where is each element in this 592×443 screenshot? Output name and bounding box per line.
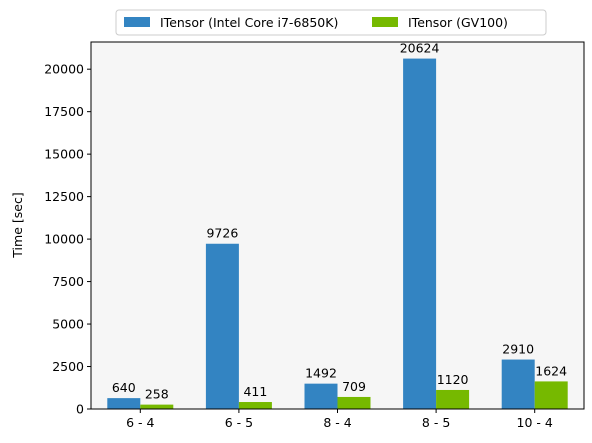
data-label-cpu-0: 640 [112,380,136,395]
data-label-cpu-1: 9726 [206,226,238,241]
bar-gpu-0 [140,404,174,409]
y-tick-label: 0 [76,402,84,417]
legend-label-cpu: ITensor (Intel Core i7-6850K) [160,15,338,30]
bar-cpu-2 [304,383,338,409]
y-tick-label: 7500 [52,274,84,289]
legend: ITensor (Intel Core i7-6850K) ITensor (GV… [115,9,547,36]
data-label-gpu-2: 709 [342,379,366,394]
y-axis-ticks: 0 2500 5000 7500 10000 12500 15000 17500 20000 [44,62,91,417]
y-tick-label: 15000 [44,147,84,162]
x-tick-label: 10 - 4 [517,415,553,430]
data-label-cpu-2: 1492 [305,366,337,381]
bar-gpu-2 [337,396,371,409]
x-tick-label: 8 - 5 [422,415,450,430]
bar-cpu-0 [107,398,141,409]
x-tick-label: 6 - 4 [126,415,154,430]
data-label-gpu-0: 258 [145,387,169,402]
x-axis-ticks: 6 - 4 6 - 5 8 - 4 8 - 5 10 - 4 [126,409,553,430]
data-labels-group: 640 9726 1492 20624 2910 258 411 709 1120 1624 [112,41,567,402]
legend-swatch-cpu [124,17,150,27]
legend-swatch-gpu [372,17,398,27]
data-label-cpu-4: 2910 [502,342,534,357]
data-label-gpu-4: 1624 [535,363,567,378]
bar-cpu-1 [205,243,239,409]
x-tick-label: 8 - 4 [323,415,351,430]
axes-border [90,41,585,410]
data-label-gpu-1: 411 [243,384,267,399]
bar-gpu-3 [436,389,470,409]
x-tick-label: 6 - 5 [225,415,253,430]
y-axis-label: Time [sec] [10,192,25,258]
legend-box [115,9,547,36]
axes-frame [90,41,585,410]
y-tick-label: 12500 [44,189,84,204]
bars-group [107,58,568,410]
y-tick-label: 2500 [52,359,84,374]
bar-cpu-4 [501,359,535,409]
data-label-gpu-3: 1120 [437,372,469,387]
y-tick-label: 17500 [44,104,84,119]
data-label-cpu-3: 20624 [400,41,440,56]
bar-gpu-4 [534,381,568,409]
y-tick-label: 10000 [44,232,84,247]
bar-cpu-3 [403,58,437,410]
plot-background [91,42,584,409]
y-tick-label: 5000 [52,317,84,332]
bar-gpu-1 [238,402,272,409]
y-tick-label: 20000 [44,62,84,77]
legend-label-gpu: ITensor (GV100) [408,15,508,30]
